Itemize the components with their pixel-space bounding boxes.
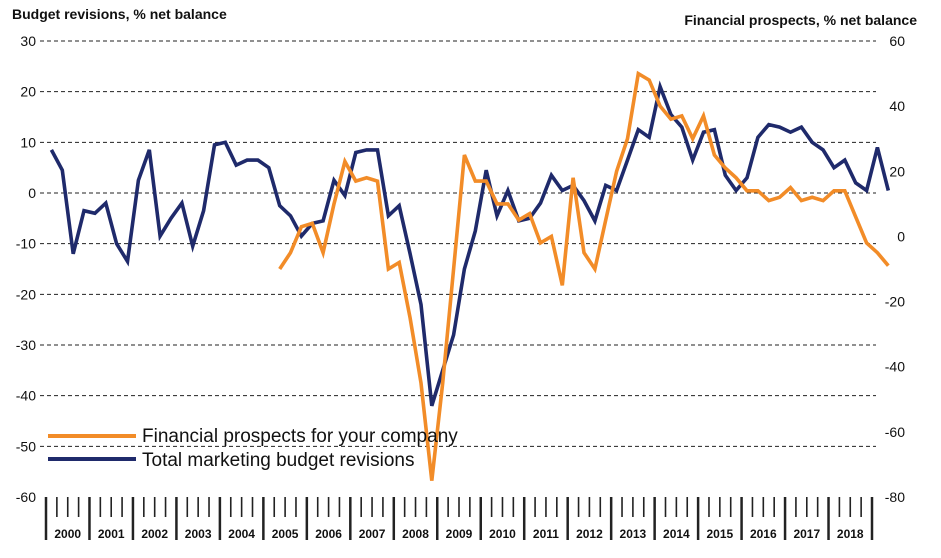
- series-line-financial-prospects-for-your-company: [278, 70, 890, 481]
- left-tick-label: -40: [16, 388, 36, 404]
- right-tick-label: -80: [885, 489, 905, 505]
- year-label: 2000: [54, 527, 81, 541]
- right-tick-label: 60: [889, 33, 905, 49]
- right-tick-label: -20: [885, 294, 905, 310]
- year-label: 2012: [576, 527, 603, 541]
- legend-label-financial-prospects: Financial prospects for your company: [142, 426, 458, 447]
- year-label: 2002: [141, 527, 168, 541]
- left-axis-ticks: 30 20 10 0 -10 -20 -30 -40 -50 -60: [16, 33, 36, 505]
- left-tick-label: -50: [16, 438, 36, 454]
- year-label: 2008: [402, 527, 429, 541]
- left-tick-label: -10: [16, 236, 36, 252]
- left-axis-title: Budget revisions, % net balance: [12, 6, 227, 22]
- series-line-total-marketing-budget-revisions: [49, 80, 891, 407]
- left-tick-label: 20: [20, 84, 36, 100]
- left-tick-label: 0: [28, 185, 36, 201]
- left-tick-label: -60: [16, 489, 36, 505]
- year-label: 2006: [315, 527, 342, 541]
- year-label: 2005: [272, 527, 299, 541]
- year-label: 2014: [663, 527, 690, 541]
- left-tick-label: -20: [16, 286, 36, 302]
- year-label: 2004: [228, 527, 255, 541]
- year-label: 2003: [185, 527, 212, 541]
- gridlines: [40, 40, 876, 447]
- year-label: 2015: [706, 527, 733, 541]
- year-label: 2018: [837, 527, 864, 541]
- right-tick-label: -60: [885, 424, 905, 440]
- year-label: 2001: [98, 527, 125, 541]
- left-tick-label: 10: [20, 134, 36, 150]
- right-tick-label: 40: [889, 98, 905, 114]
- right-tick-label: 20: [889, 163, 905, 179]
- year-label: 2009: [446, 527, 473, 541]
- x-axis: 2000 2001 2002 2003 2004 2005 2006 2007 2008 2009…: [44, 497, 874, 541]
- right-axis-title: Financial prospects, % net balance: [684, 12, 917, 28]
- right-tick-label: -40: [885, 359, 905, 375]
- left-tick-label: -30: [16, 337, 36, 353]
- year-label: 2013: [620, 527, 647, 541]
- year-label: 2017: [793, 527, 820, 541]
- year-label: 2010: [489, 527, 516, 541]
- left-tick-label: 30: [20, 33, 36, 49]
- year-label: 2007: [359, 527, 386, 541]
- year-label: 2011: [533, 527, 559, 541]
- legend: Financial prospects for your company Tot…: [48, 426, 458, 471]
- legend-label-budget-revisions: Total marketing budget revisions: [142, 450, 414, 471]
- right-axis-ticks: 60 40 20 0 -20 -40 -60 -80: [885, 33, 905, 505]
- series-lines: [49, 70, 891, 481]
- right-tick-label: 0: [897, 228, 905, 244]
- year-label: 2016: [750, 527, 777, 541]
